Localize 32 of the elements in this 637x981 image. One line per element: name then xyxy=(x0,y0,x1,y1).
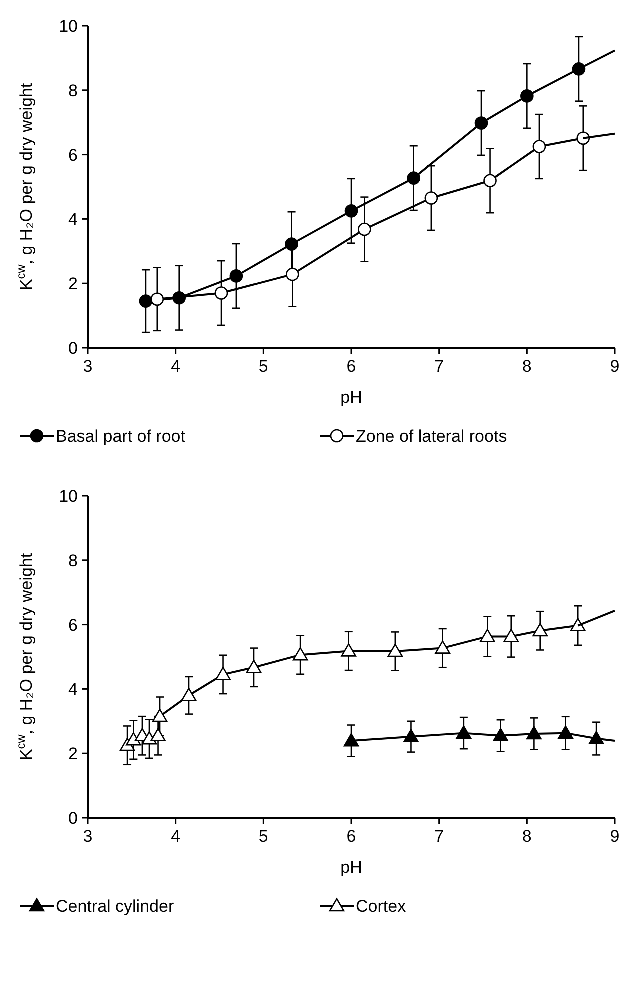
x-tick-label: 3 xyxy=(83,827,93,846)
y-tick-label: 10 xyxy=(59,487,78,506)
y-tick-label: 2 xyxy=(68,744,78,764)
x-tick-label: 6 xyxy=(346,357,356,376)
x-tick-label: 9 xyxy=(610,357,620,376)
y-tick-label: 4 xyxy=(68,680,78,700)
x-tick-label: 8 xyxy=(522,357,532,376)
y-tick-label: 0 xyxy=(68,809,78,828)
x-tick-label: 3 xyxy=(83,357,93,376)
x-tick-label: 9 xyxy=(610,827,620,846)
y-tick-label: 4 xyxy=(68,210,78,230)
x-axis-title: pH xyxy=(340,388,362,407)
legend-label: Central cylinder xyxy=(56,897,174,916)
legend-label: Basal part of root xyxy=(56,427,186,446)
x-tick-label: 5 xyxy=(258,827,268,846)
legend-label: Zone of lateral roots xyxy=(356,427,508,446)
y-tick-label: 2 xyxy=(68,274,78,294)
y-tick-label: 0 xyxy=(68,339,78,358)
y-tick-label: 8 xyxy=(68,81,78,100)
x-tick-label: 7 xyxy=(434,827,444,846)
y-tick-label: 6 xyxy=(68,146,78,165)
x-tick-label: 7 xyxy=(434,357,444,376)
legend-label: Cortex xyxy=(356,897,407,916)
x-tick-label: 5 xyxy=(258,357,268,376)
y-tick-label: 10 xyxy=(59,17,78,36)
x-axis-title: pH xyxy=(340,858,362,877)
x-tick-label: 8 xyxy=(522,827,532,846)
y-tick-label: 6 xyxy=(68,616,78,635)
x-tick-label: 6 xyxy=(346,827,356,846)
x-tick-label: 4 xyxy=(171,357,181,376)
y-tick-label: 8 xyxy=(68,551,78,570)
x-tick-label: 4 xyxy=(171,827,181,846)
